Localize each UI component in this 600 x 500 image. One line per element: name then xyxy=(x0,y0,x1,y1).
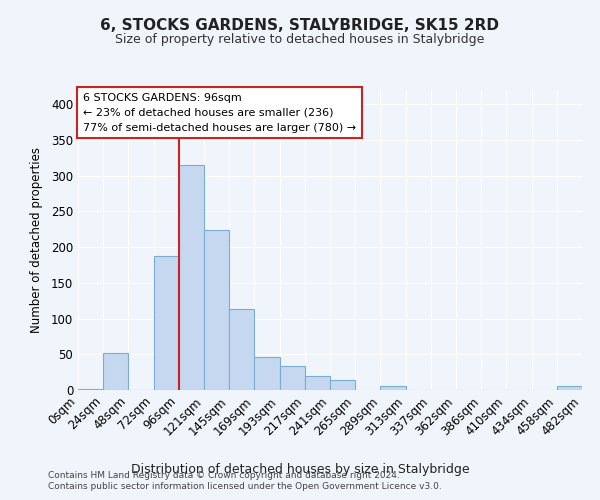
Text: Contains public sector information licensed under the Open Government Licence v3: Contains public sector information licen… xyxy=(48,482,442,491)
Bar xyxy=(305,376,330,390)
Text: Contains HM Land Registry data © Crown copyright and database right 2024.: Contains HM Land Registry data © Crown c… xyxy=(48,470,400,480)
Bar xyxy=(78,388,103,390)
Bar xyxy=(103,353,128,390)
Text: 6 STOCKS GARDENS: 96sqm
← 23% of detached houses are smaller (236)
77% of semi-d: 6 STOCKS GARDENS: 96sqm ← 23% of detache… xyxy=(83,93,356,132)
Text: 6, STOCKS GARDENS, STALYBRIDGE, SK15 2RD: 6, STOCKS GARDENS, STALYBRIDGE, SK15 2RD xyxy=(101,18,499,32)
Bar xyxy=(557,386,582,390)
Bar xyxy=(154,256,179,390)
Bar xyxy=(179,165,204,390)
Bar xyxy=(380,386,406,390)
Text: Size of property relative to detached houses in Stalybridge: Size of property relative to detached ho… xyxy=(115,32,485,46)
Bar xyxy=(204,230,229,390)
Bar xyxy=(229,310,254,390)
Bar xyxy=(330,380,355,390)
Y-axis label: Number of detached properties: Number of detached properties xyxy=(29,147,43,333)
Bar xyxy=(280,366,305,390)
Text: Distribution of detached houses by size in Stalybridge: Distribution of detached houses by size … xyxy=(131,462,469,475)
Bar xyxy=(254,357,280,390)
